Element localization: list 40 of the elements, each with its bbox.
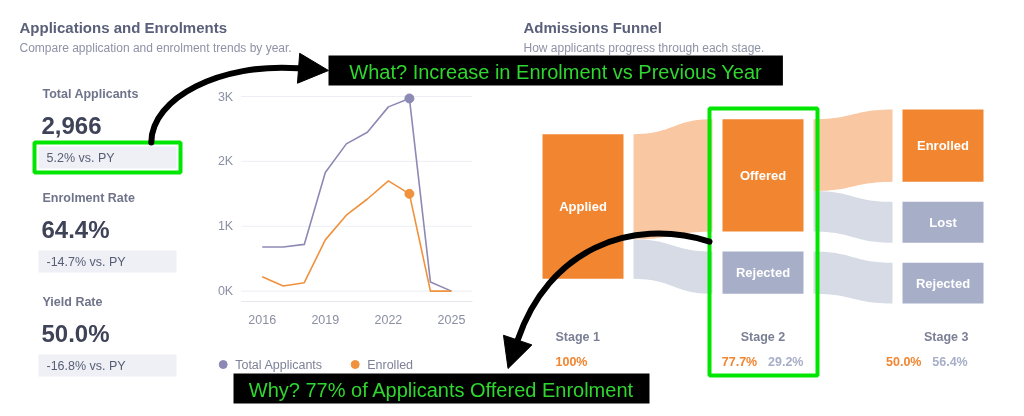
y-tick-label: 3K (217, 89, 234, 104)
text: Offered (739, 167, 787, 183)
text: 2,966 (41, 112, 102, 139)
category-label: Total Applicants (42, 86, 139, 101)
data-label: 100% (555, 354, 588, 369)
text: 5.2% vs. PY (46, 150, 116, 165)
category-label: Stage 3 (924, 329, 969, 344)
text: Admissions Funnel (523, 19, 662, 36)
text: Compare application and enrolment trends by year. (19, 40, 292, 55)
text: Applied (559, 199, 607, 214)
data-label: 77.7% (721, 354, 758, 369)
text: What? Increase in Enrolment vs Previous Year (349, 60, 762, 83)
text: 64.4% (41, 216, 110, 243)
category-label: Stage 1 (555, 329, 601, 344)
text: -14.7% vs. PY (46, 254, 127, 269)
x-tick-label: 2016 (248, 313, 277, 327)
x-tick-label: 2025 (437, 313, 466, 327)
data-label: 50.0% (886, 354, 922, 369)
line-series (261, 180, 453, 292)
text: Lost (929, 214, 957, 230)
y-tick-label: 1K (217, 219, 234, 234)
text: -16.8% vs. PY (46, 358, 127, 373)
legend-label: Enrolled (367, 357, 414, 372)
text: Rejected (735, 265, 791, 281)
data-label: 56.4% (932, 354, 968, 369)
x-tick-label: 2019 (311, 313, 340, 327)
text: Why? 77% of Applicants Offered Enrolment (248, 378, 634, 401)
x-tick-label: 2022 (374, 313, 403, 327)
category-label: Enrolment Rate (42, 190, 135, 205)
text: Rejected (915, 275, 971, 291)
text: How applicants progress through each stage. (523, 40, 765, 55)
data-label: 29.2% (768, 354, 804, 369)
category-label: Yield Rate (42, 294, 103, 309)
text: Enrolled (917, 138, 970, 154)
category-label: Stage 2 (740, 329, 786, 344)
y-tick-label: 0K (217, 284, 234, 299)
text: Applications and Enrolments (19, 19, 228, 36)
y-tick-label: 2K (217, 154, 234, 169)
legend-label: Total Applicants (235, 357, 323, 372)
text: 50.0% (41, 320, 110, 347)
